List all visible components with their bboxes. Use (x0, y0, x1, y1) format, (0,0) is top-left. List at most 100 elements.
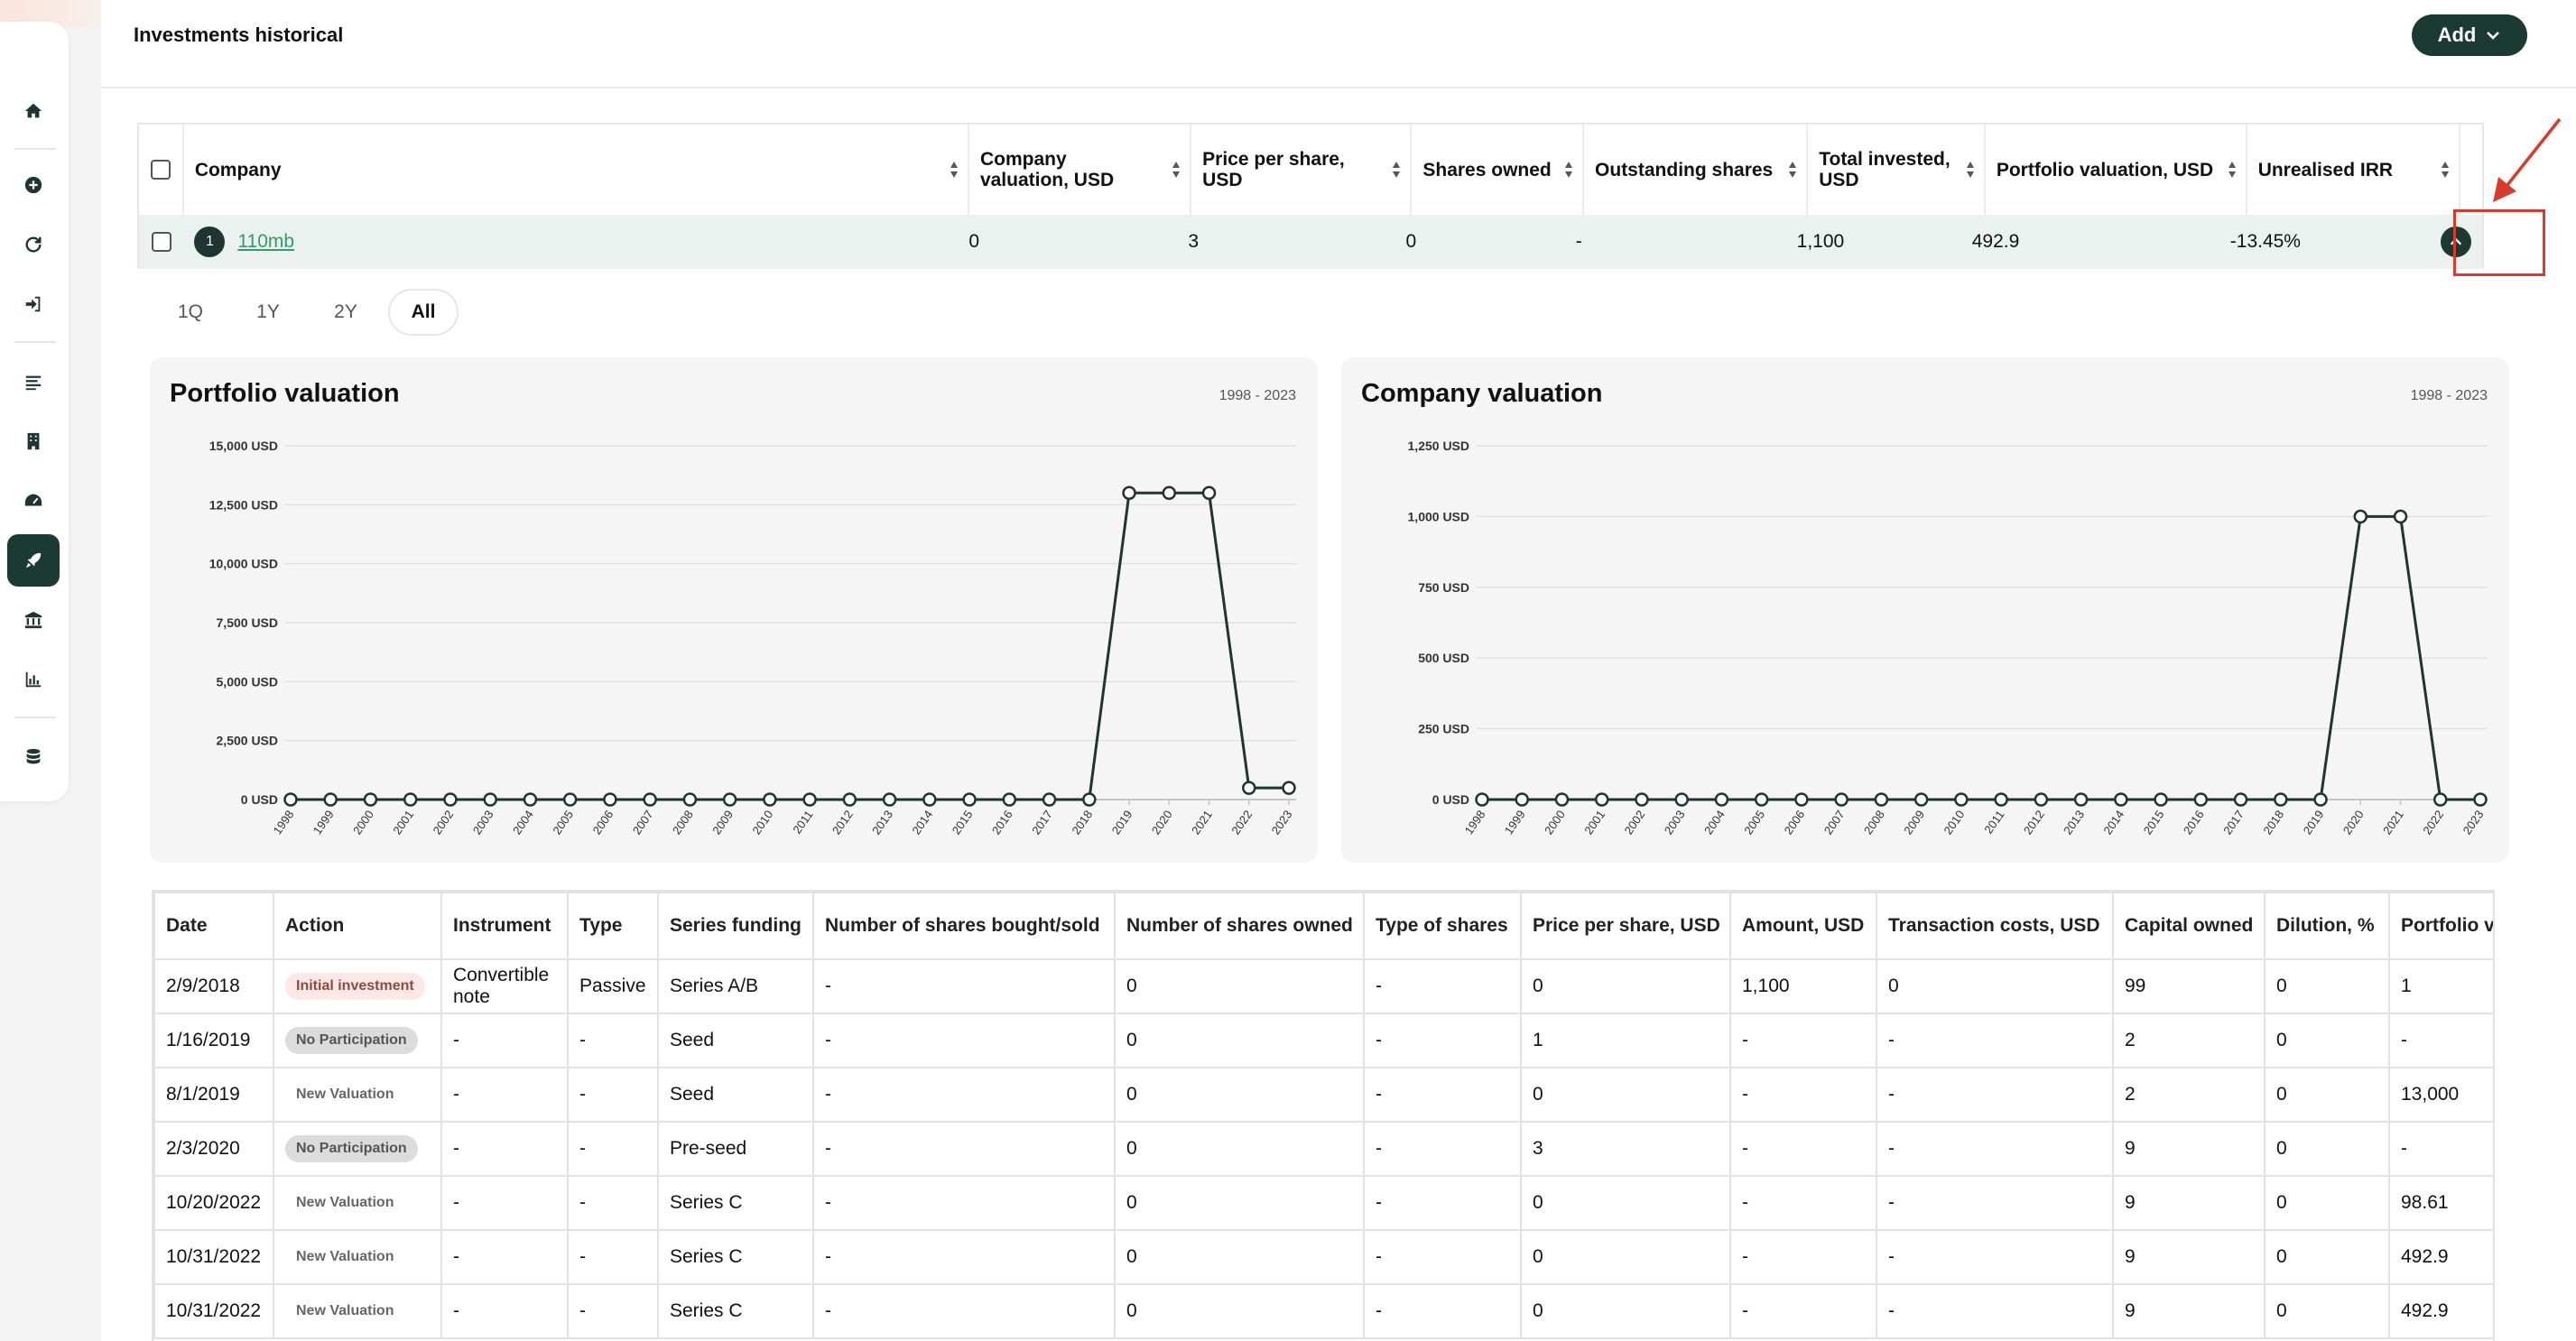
column-header[interactable]: Price per share, USD (1520, 892, 1731, 960)
column-header[interactable]: Date (153, 892, 274, 960)
data-point[interactable] (1242, 781, 1256, 795)
table-row[interactable]: 1/16/2019 No Participation - - Seed -0-1- -2 0- (153, 1013, 2493, 1068)
company-link[interactable]: 110mb (237, 231, 295, 252)
data-point[interactable] (1162, 486, 1177, 501)
data-point[interactable] (443, 792, 458, 807)
data-point[interactable] (363, 792, 378, 807)
data-point[interactable] (1834, 792, 1849, 807)
data-point[interactable] (603, 792, 617, 807)
data-point[interactable] (1954, 792, 1969, 807)
tab-1q[interactable]: 1Q (177, 301, 203, 322)
column-header[interactable]: Series funding (657, 892, 814, 960)
sort-icon[interactable] (1788, 161, 1797, 179)
sign-in-icon[interactable] (7, 278, 60, 330)
data-point[interactable] (1874, 792, 1889, 807)
data-point[interactable] (403, 792, 418, 807)
data-point[interactable] (562, 792, 578, 807)
data-point[interactable] (2114, 792, 2128, 807)
column-price-per-share[interactable]: Price per share, USD (1191, 125, 1413, 215)
table-row[interactable]: 2/9/2018 Initial investment Convertible no… (153, 958, 2493, 1014)
column-header[interactable]: Dilution, % (2264, 892, 2390, 960)
data-point[interactable] (1913, 792, 1929, 807)
database-icon[interactable] (7, 731, 60, 783)
rocket-icon[interactable] (7, 534, 60, 587)
data-point[interactable] (1554, 792, 1570, 807)
sort-icon[interactable] (2441, 161, 2450, 179)
plus-circle-icon[interactable] (7, 159, 60, 211)
column-total-invested[interactable]: Total invested, USD (1808, 125, 1986, 215)
table-row[interactable]: 2/3/2020 No Participation - - Pre-seed -0-3- -… (153, 1121, 2493, 1177)
data-point[interactable] (1282, 781, 1296, 795)
list-icon[interactable] (7, 356, 60, 408)
data-point[interactable] (643, 792, 657, 807)
transactions-table-wrapper[interactable]: Date Action Instrument Type Series funding Nu… (152, 890, 2495, 1341)
home-icon[interactable] (7, 85, 60, 137)
data-point[interactable] (2313, 792, 2328, 807)
column-header[interactable]: Number of shares owned (1114, 892, 1365, 960)
column-company[interactable]: Company (184, 125, 969, 215)
data-point[interactable] (2154, 792, 2168, 807)
data-point[interactable] (2393, 509, 2408, 524)
column-unrealised-irr[interactable]: Unrealised IRR (2247, 125, 2460, 215)
data-point[interactable] (682, 792, 698, 807)
data-point[interactable] (2193, 792, 2209, 807)
column-header[interactable]: Type (567, 892, 659, 960)
data-point[interactable] (1082, 792, 1097, 807)
data-point[interactable] (1515, 792, 1529, 807)
data-point[interactable] (2473, 792, 2488, 807)
tab-2y[interactable]: 2Y (334, 301, 357, 322)
sort-icon[interactable] (1966, 161, 1975, 179)
data-point[interactable] (1002, 792, 1017, 807)
data-point[interactable] (2233, 792, 2248, 807)
data-point[interactable] (523, 792, 538, 807)
data-point[interactable] (722, 792, 737, 807)
data-point[interactable] (1794, 792, 1809, 807)
sort-icon[interactable] (950, 161, 959, 179)
column-header[interactable]: Transaction costs, USD (1876, 892, 2114, 960)
data-point[interactable] (1122, 486, 1136, 501)
row-checkbox[interactable] (151, 232, 171, 252)
building-icon[interactable] (7, 415, 60, 467)
table-row[interactable]: 10/31/2022 New Valuation - - Series C-0-0--9… (153, 1229, 2493, 1285)
data-point[interactable] (1475, 792, 1489, 807)
table-row[interactable]: 8/1/2019 New Valuation - - Seed -0-0- -2 0 13,00… (153, 1067, 2493, 1123)
data-point[interactable] (1674, 792, 1689, 807)
column-company-valuation[interactable]: Company valuation, USD (969, 125, 1192, 215)
column-header[interactable]: Type of shares (1363, 892, 1522, 960)
bar-chart-icon[interactable] (7, 653, 60, 706)
gauge-icon[interactable] (7, 475, 60, 527)
data-point[interactable] (283, 792, 298, 807)
data-point[interactable] (323, 792, 338, 807)
data-point[interactable] (1714, 792, 1729, 807)
bank-icon[interactable] (7, 594, 60, 646)
data-point[interactable] (2034, 792, 2049, 807)
data-point[interactable] (483, 792, 497, 807)
data-point[interactable] (1754, 792, 1769, 807)
tab-1y[interactable]: 1Y (256, 301, 280, 322)
column-header[interactable]: Capital owned (2112, 892, 2266, 960)
select-all-checkbox[interactable] (150, 160, 171, 180)
column-header[interactable]: Number of shares bought/sold (812, 892, 1116, 960)
table-row[interactable]: 10/31/2022 New Valuation - - Series C-0-0--9… (153, 1283, 2493, 1339)
data-point[interactable] (763, 792, 777, 807)
column-shares-owned[interactable]: Shares owned (1412, 125, 1585, 215)
column-outstanding-shares[interactable]: Outstanding shares (1584, 125, 1809, 215)
data-point[interactable] (1201, 486, 1217, 501)
column-header[interactable]: Instrument (440, 892, 569, 960)
column-header[interactable]: Amount, USD (1729, 892, 1877, 960)
data-point[interactable] (2353, 509, 2368, 524)
investment-row[interactable]: 1 110mb 0 3 0 - 1,100 492.9 -13.45% (139, 215, 2482, 269)
column-header[interactable]: Action (273, 892, 442, 960)
column-portfolio-valuation[interactable]: Portfolio valuation, USD (1986, 125, 2247, 215)
data-point[interactable] (1635, 792, 1649, 807)
add-button[interactable]: Add (2412, 14, 2527, 56)
sort-icon[interactable] (1564, 161, 1573, 179)
refresh-icon[interactable] (7, 218, 60, 271)
data-point[interactable] (802, 792, 817, 807)
data-point[interactable] (1042, 792, 1057, 807)
column-header[interactable]: Portfolio va (2388, 892, 2493, 960)
table-row[interactable]: 10/20/2022 New Valuation - - Series C-0-0--9… (153, 1175, 2493, 1231)
sort-icon[interactable] (1172, 161, 1181, 179)
data-point[interactable] (962, 792, 977, 807)
data-point[interactable] (922, 792, 937, 807)
